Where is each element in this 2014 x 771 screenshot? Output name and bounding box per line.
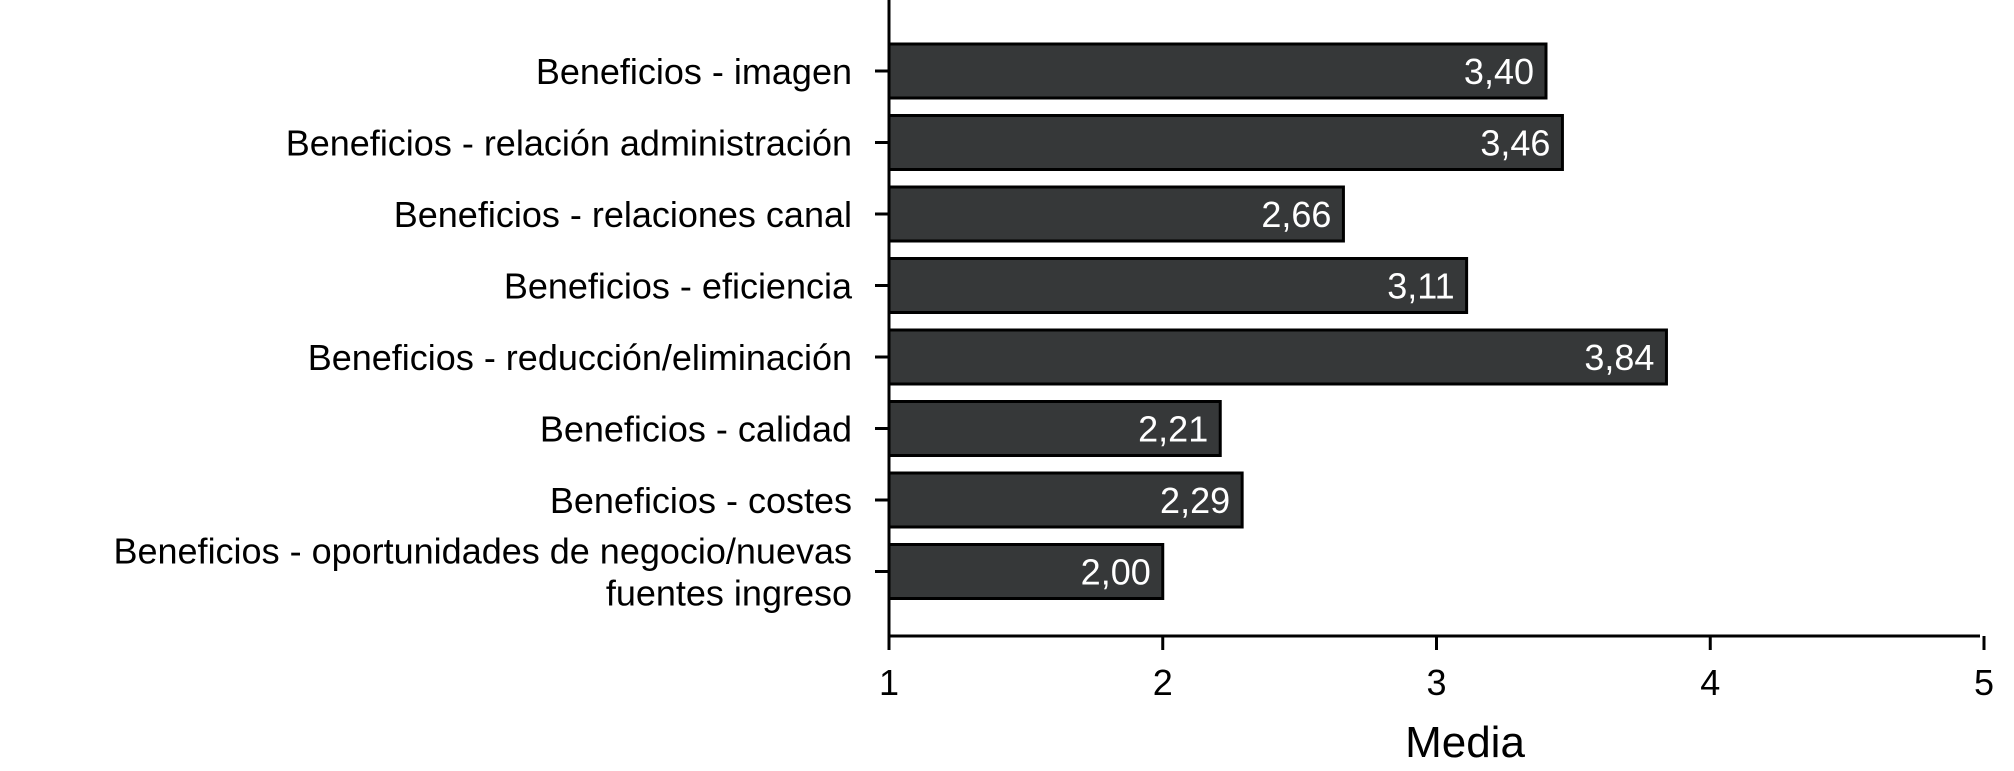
bar-value-label: 2,66 — [1261, 194, 1331, 235]
category-label-line: Beneficios - calidad — [540, 409, 852, 450]
bar — [887, 471, 1244, 529]
x-ticks: 1 2 3 4 5 — [879, 636, 1994, 703]
category-label: Beneficios - costes — [550, 480, 852, 521]
bar-value-label: 2,29 — [1160, 480, 1230, 521]
bar — [887, 42, 1548, 100]
x-tick-label: 1 — [879, 662, 899, 703]
category-label-line: Beneficios - reducción/eliminación — [308, 337, 852, 378]
bar — [887, 543, 1165, 600]
category-label: Beneficios - eficiencia — [504, 266, 853, 307]
axes — [887, 0, 1980, 638]
category-label-line: Beneficios - oportunidades de negocio/nu… — [113, 531, 852, 572]
bar — [887, 114, 1564, 171]
bar — [887, 257, 1469, 314]
x-axis-title: Media — [1405, 718, 1525, 767]
category-label-line: fuentes ingreso — [606, 573, 852, 614]
bar-value-label: 2,00 — [1081, 552, 1151, 593]
category-label: Beneficios - oportunidades de negocio/nu… — [113, 531, 852, 614]
bar-value-label: 3,11 — [1387, 266, 1454, 307]
bar-value-label: 3,84 — [1584, 337, 1654, 378]
bar — [887, 328, 1668, 386]
bar-value-label: 3,40 — [1464, 51, 1534, 92]
bar-value-label: 2,21 — [1138, 409, 1208, 450]
category-label: Beneficios - reducción/eliminación — [308, 337, 852, 378]
bar-value-label: 3,46 — [1480, 123, 1550, 164]
category-label: Beneficios - relación administración — [286, 123, 852, 164]
category-label-line: Beneficios - costes — [550, 480, 852, 521]
category-label-line: Beneficios - imagen — [536, 51, 852, 92]
x-tick-label: 3 — [1426, 662, 1446, 703]
x-tick-label: 4 — [1700, 662, 1720, 703]
bars-layer: 3,40 3,46 2,66 3,11 3,84 2,21 2,292,00 — [887, 42, 1668, 600]
x-tick-label: 5 — [1974, 662, 1994, 703]
category-label-line: Beneficios - relaciones canal — [394, 194, 852, 235]
bar — [887, 400, 1222, 457]
category-label-line: Beneficios - eficiencia — [504, 266, 853, 307]
x-tick-label: 2 — [1153, 662, 1173, 703]
category-labels: Beneficios - imagen Beneficios - relación… — [113, 51, 889, 614]
category-label: Beneficios - calidad — [540, 409, 852, 450]
category-label: Beneficios - relaciones canal — [394, 194, 852, 235]
category-label-line: Beneficios - relación administración — [286, 123, 852, 164]
category-label: Beneficios - imagen — [536, 51, 852, 92]
